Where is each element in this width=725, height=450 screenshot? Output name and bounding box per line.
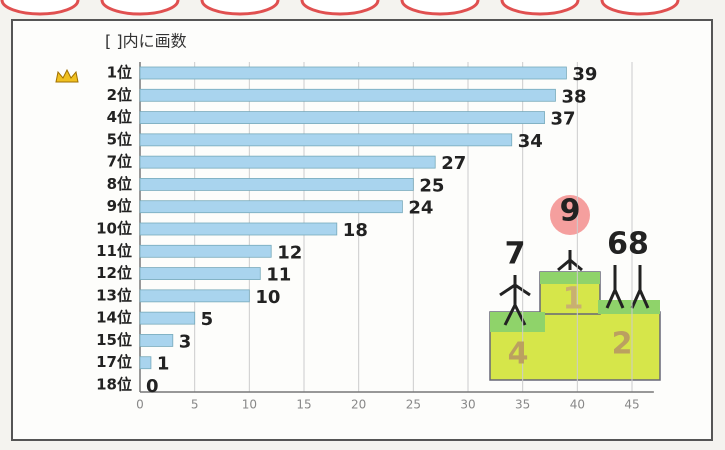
x-tick-label: 20 — [351, 398, 366, 412]
podium-label: 2 — [612, 327, 633, 362]
podium-label: 7 — [505, 237, 526, 272]
bar — [139, 66, 567, 80]
bar — [139, 222, 338, 236]
bar — [139, 289, 250, 303]
value-label: 34 — [518, 131, 543, 152]
category-label: 7位 — [107, 153, 132, 171]
crown — [55, 68, 79, 83]
value-label: 3 — [179, 331, 192, 352]
category-label: 5位 — [107, 130, 132, 148]
category-label: 11位 — [96, 242, 132, 260]
bar — [139, 155, 436, 169]
value-label: 0 — [146, 376, 159, 397]
bar — [139, 88, 556, 102]
category-label: 17位 — [96, 353, 132, 371]
bar — [139, 200, 403, 214]
bar — [139, 244, 272, 258]
value-label: 37 — [551, 109, 576, 130]
category-label: 1位 — [107, 64, 132, 82]
x-tick-label: 35 — [515, 398, 530, 412]
x-tick-label: 0 — [136, 398, 144, 412]
value-label: 24 — [408, 198, 433, 219]
x-tick-label: 30 — [460, 398, 475, 412]
value-label: 12 — [277, 242, 302, 263]
bar — [139, 356, 152, 370]
category-label: 14位 — [96, 309, 132, 327]
value-label: 38 — [561, 86, 586, 107]
x-tick-label: 15 — [296, 398, 311, 412]
value-label: 11 — [266, 265, 291, 286]
x-tick-label: 45 — [624, 398, 639, 412]
bar — [139, 178, 414, 191]
category-label: 9位 — [107, 197, 132, 215]
podium-label: 1 — [563, 282, 584, 317]
category-label: 18位 — [96, 376, 132, 394]
chart-title: [ ]内に画数 — [105, 32, 187, 51]
value-label: 39 — [572, 64, 597, 85]
x-tick-label: 10 — [242, 398, 257, 412]
category-label: 4位 — [107, 108, 132, 126]
podium-label: 68 — [607, 227, 649, 262]
scallops — [0, 0, 680, 16]
bar — [139, 267, 261, 280]
category-label: 12位 — [96, 264, 132, 282]
bar — [139, 334, 174, 347]
value-label: 27 — [441, 153, 466, 174]
bar — [139, 311, 196, 325]
bar — [139, 111, 545, 124]
value-label: 1 — [157, 354, 170, 375]
x-tick-label: 40 — [570, 398, 585, 412]
category-label: 10位 — [96, 220, 132, 238]
category-label: 13位 — [96, 286, 132, 304]
bar — [139, 133, 513, 147]
category-label: 8位 — [107, 175, 132, 193]
podium-label: 9 — [560, 194, 581, 229]
x-tick-label: 25 — [406, 398, 421, 412]
value-label: 18 — [343, 220, 368, 241]
podium-label: 4 — [508, 337, 529, 372]
value-label: 5 — [201, 309, 214, 330]
category-label: 15位 — [96, 331, 132, 349]
category-label: 2位 — [107, 86, 132, 104]
x-tick-label: 5 — [191, 398, 199, 412]
value-label: 10 — [255, 287, 280, 308]
value-label: 25 — [419, 175, 444, 196]
